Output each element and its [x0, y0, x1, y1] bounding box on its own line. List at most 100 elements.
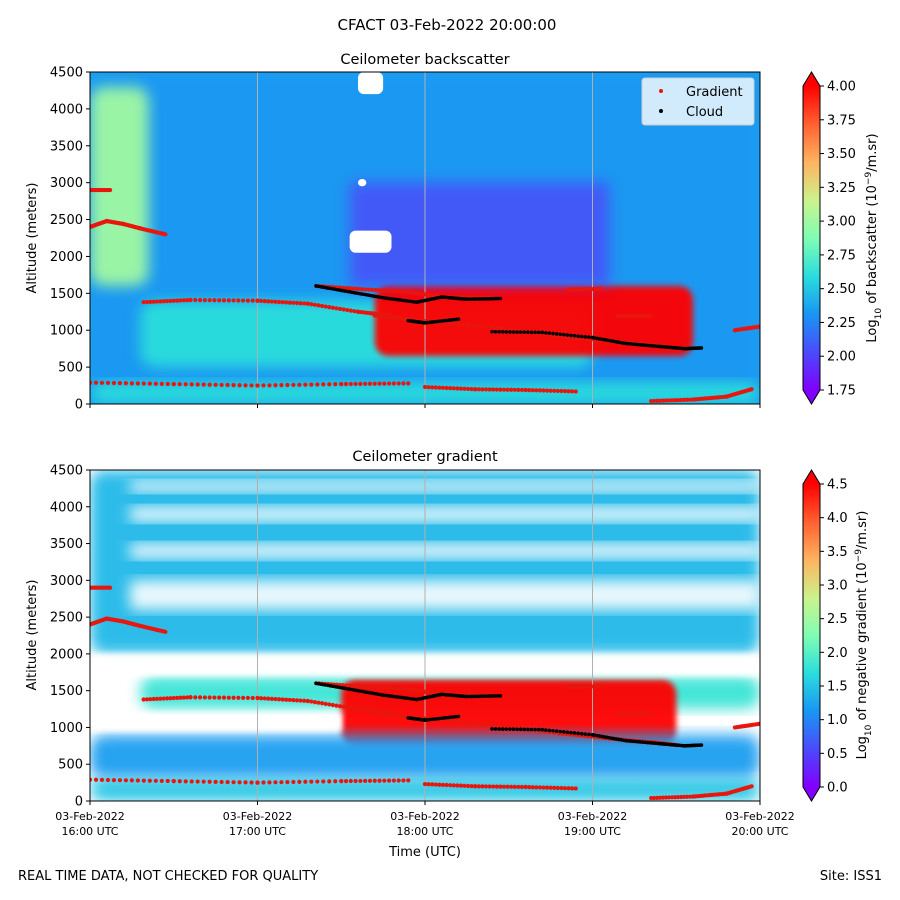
gradient-marker	[189, 779, 194, 784]
cloud-marker	[500, 330, 505, 334]
gradient-marker	[499, 326, 504, 331]
gradient-marker	[250, 298, 255, 303]
cloud-marker	[498, 694, 503, 698]
gradient-marker	[398, 289, 404, 294]
gradient-marker	[465, 323, 471, 328]
gradient-marker	[343, 778, 349, 784]
y-tick-label: 500	[58, 758, 83, 773]
gradient-marker	[129, 381, 134, 386]
cloud-marker	[554, 332, 559, 336]
legend-gradient-marker	[659, 89, 663, 93]
gradient-marker	[649, 314, 654, 319]
gradient-marker	[334, 703, 339, 708]
cloud-marker	[565, 333, 570, 337]
cloud-marker	[576, 731, 580, 736]
gradient-marker	[684, 794, 690, 799]
gradient-marker	[397, 316, 402, 321]
gradient-marker	[383, 314, 388, 319]
colorbar-tick-label: 0.5	[827, 747, 848, 762]
gradient-marker	[345, 307, 350, 313]
gradient-marker	[526, 785, 532, 790]
heatmap-gap	[130, 543, 760, 559]
gradient-marker	[489, 325, 495, 330]
gradient-marker	[382, 778, 387, 783]
gradient-marker	[144, 299, 150, 305]
gradient-marker	[105, 777, 111, 783]
y-tick-label: 1500	[50, 287, 83, 302]
cloud-marker	[536, 727, 541, 732]
cloud-marker	[526, 330, 530, 335]
gradient-marker	[384, 685, 389, 691]
gradient-marker	[93, 380, 99, 385]
y-tick-label: 1000	[50, 721, 83, 736]
gradient-marker	[294, 300, 300, 306]
gradient-marker	[675, 795, 681, 800]
gradient-marker	[402, 686, 407, 692]
gradient-marker	[359, 684, 364, 689]
gradient-marker	[202, 695, 207, 700]
gradient-marker	[337, 306, 343, 311]
gradient-marker	[470, 720, 475, 725]
gradient-marker	[287, 300, 292, 305]
gradient-marker	[448, 783, 453, 788]
gradient-marker	[491, 387, 496, 392]
gradient-marker	[303, 382, 308, 387]
gradient-marker	[343, 285, 349, 291]
gradient-marker	[291, 300, 296, 305]
gradient-marker	[177, 382, 182, 387]
gradient-marker	[388, 686, 393, 691]
gradient-marker	[516, 784, 521, 790]
gradient-marker	[255, 695, 260, 701]
cloud-marker	[565, 730, 570, 735]
gradient-marker	[161, 299, 166, 304]
gradient-marker	[111, 380, 117, 386]
gradient-marker	[266, 299, 271, 304]
x-tick-label: 20:00 UTC	[731, 825, 788, 838]
gradient-marker	[391, 288, 396, 294]
gradient-marker	[379, 314, 385, 319]
gradient-marker	[168, 696, 173, 701]
gradient-marker	[163, 232, 168, 237]
cloud-marker	[500, 727, 505, 731]
gradient-marker	[475, 323, 480, 329]
gradient-marker	[159, 778, 164, 784]
gradient-marker	[573, 389, 578, 394]
backscatter-ylabel: Altitude (meters)	[25, 183, 40, 294]
gradient-marker	[566, 786, 571, 791]
colorbar-tick-label: 3.75	[827, 113, 856, 128]
gradient-marker	[302, 301, 307, 306]
gradient-marker	[298, 301, 303, 306]
gradient-marker	[334, 306, 339, 311]
gradient-marker	[117, 381, 123, 386]
gradient-marker	[451, 719, 456, 724]
gradient-marker	[440, 385, 446, 390]
colorbar-gradient	[803, 86, 820, 390]
cloud-marker	[572, 333, 577, 338]
gradient-marker	[212, 298, 217, 303]
y-tick-label: 4000	[50, 500, 83, 515]
gradient-marker	[279, 383, 284, 388]
gradient-marker	[370, 684, 375, 690]
gradient-marker	[197, 695, 203, 700]
gradient-marker	[480, 387, 485, 392]
gradient-marker	[141, 381, 146, 386]
gradient-marker	[465, 386, 471, 392]
gradient-marker	[262, 299, 267, 304]
cloud-marker	[498, 296, 503, 301]
gradient-marker	[555, 388, 560, 394]
gradient-marker	[426, 385, 431, 390]
gradient-marker	[276, 299, 282, 305]
gradient-marker	[406, 381, 411, 386]
colorbar-tick-label: 1.5	[827, 680, 848, 695]
gradient-marker	[649, 711, 654, 716]
cloud-marker	[515, 330, 519, 334]
gradient-marker	[381, 685, 386, 690]
gradient-marker	[226, 695, 231, 700]
cloud-marker	[576, 334, 580, 338]
gradient-marker	[269, 299, 274, 304]
gradient-marker	[552, 785, 557, 790]
gradient-marker	[388, 288, 393, 293]
gradient-marker	[236, 298, 241, 303]
gradient-marker	[339, 381, 344, 387]
gradient-marker	[382, 381, 387, 386]
